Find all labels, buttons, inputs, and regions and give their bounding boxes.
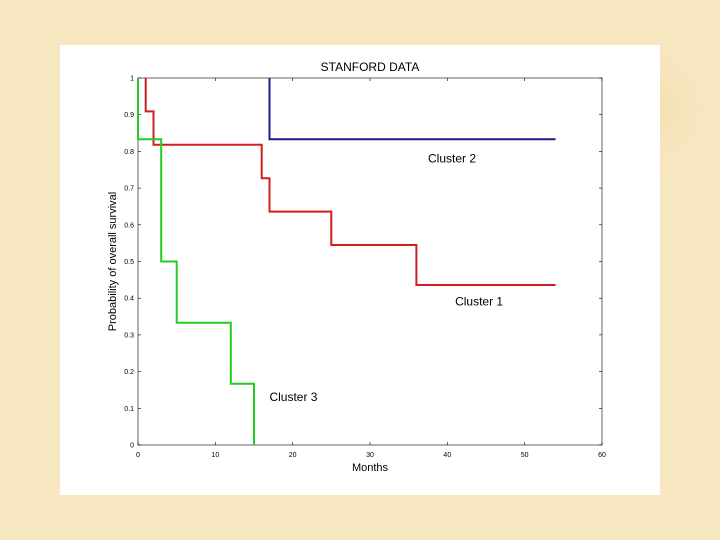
series-group xyxy=(137,78,556,445)
chart-panel: STANFORD DATA 0 10 20 30 40 50 60 0 0.1 0.2 0.3 0.4… xyxy=(60,45,660,495)
series-line-cluster-1 xyxy=(144,78,556,286)
y-tick-label: 0.8 xyxy=(124,149,134,156)
y-tick-label: 0.9 xyxy=(124,112,134,119)
series-line-cluster-2 xyxy=(268,78,556,141)
y-tick-label: 0.1 xyxy=(124,406,134,413)
x-tick-label: 60 xyxy=(598,452,606,459)
x-axis-label: Months xyxy=(352,462,389,474)
chart-title: STANFORD DATA xyxy=(321,60,420,74)
y-tick-label: 0.6 xyxy=(124,222,134,229)
plot-frame xyxy=(137,77,603,446)
y-axis-label: Probability of overall survival xyxy=(107,192,119,331)
annotation-cluster-2: Cluster 2 xyxy=(428,151,476,165)
y-tick-label: 0.5 xyxy=(124,259,134,266)
annotation-cluster-1: Cluster 1 xyxy=(455,295,503,309)
y-tick-label: 0.7 xyxy=(124,186,134,193)
survival-chart: STANFORD DATA 0 10 20 30 40 50 60 0 0.1 0.2 0.3 0.4… xyxy=(107,60,606,474)
x-tick-label: 10 xyxy=(211,452,219,459)
x-tick-label: 40 xyxy=(443,452,451,459)
annotation-cluster-3: Cluster 3 xyxy=(269,390,317,404)
x-tick-label: 0 xyxy=(136,452,140,459)
y-tick-label: 0.3 xyxy=(124,332,134,339)
x-tick-label: 50 xyxy=(521,452,529,459)
y-tick-label: 0 xyxy=(130,443,134,450)
y-tick-label: 0.4 xyxy=(124,296,134,303)
series-line-cluster-3 xyxy=(137,78,255,445)
axis-ticks: 0 10 20 30 40 50 60 0 0.1 0.2 0.3 0.4 0.5 0.6 0.7 0.8 0.… xyxy=(124,76,606,460)
x-tick-label: 20 xyxy=(289,452,297,459)
y-tick-label: 0.2 xyxy=(124,369,134,376)
annotation-group: Cluster 2 Cluster 1 Cluster 3 xyxy=(269,151,503,404)
y-tick-label: 1 xyxy=(130,76,134,83)
x-tick-label: 30 xyxy=(366,452,374,459)
